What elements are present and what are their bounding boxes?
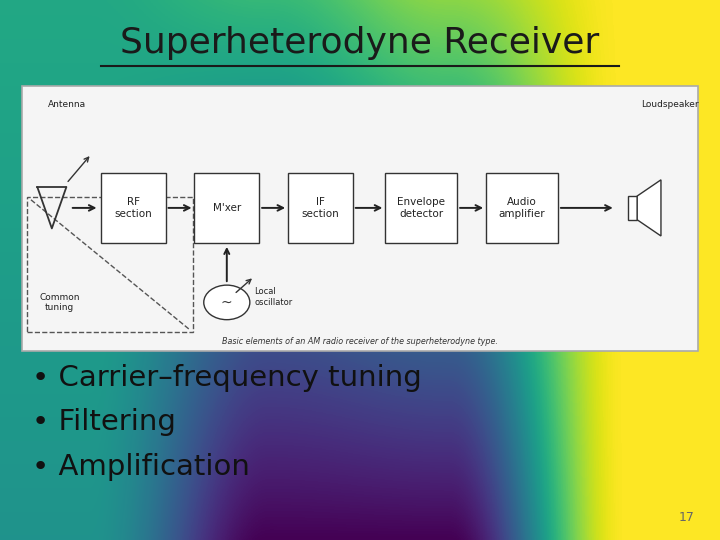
- FancyBboxPatch shape: [385, 173, 457, 243]
- FancyBboxPatch shape: [628, 196, 637, 220]
- Text: IF
section: IF section: [302, 197, 339, 219]
- Text: Basic elements of an AM radio receiver of the superheterodyne type.: Basic elements of an AM radio receiver o…: [222, 337, 498, 346]
- Text: • Filtering: • Filtering: [32, 408, 176, 436]
- FancyBboxPatch shape: [288, 173, 353, 243]
- Text: Superheterodyne Receiver: Superheterodyne Receiver: [120, 26, 600, 60]
- FancyBboxPatch shape: [101, 173, 166, 243]
- Text: RF
section: RF section: [114, 197, 152, 219]
- Text: Antenna: Antenna: [48, 100, 86, 109]
- Text: M'xer: M'xer: [212, 203, 241, 213]
- FancyBboxPatch shape: [194, 173, 259, 243]
- Text: Local
oscillator: Local oscillator: [254, 287, 292, 307]
- Text: • Amplification: • Amplification: [32, 453, 251, 481]
- Text: • Carrier–frequency tuning: • Carrier–frequency tuning: [32, 364, 422, 392]
- Text: ~: ~: [221, 295, 233, 309]
- FancyBboxPatch shape: [22, 86, 698, 351]
- Text: Loudspeaker: Loudspeaker: [641, 100, 698, 109]
- Text: 17: 17: [679, 511, 695, 524]
- Circle shape: [204, 285, 250, 320]
- FancyBboxPatch shape: [486, 173, 558, 243]
- Text: Common
tuning: Common tuning: [40, 293, 80, 312]
- Text: Envelope
detector: Envelope detector: [397, 197, 445, 219]
- Text: Audio
amplifier: Audio amplifier: [499, 197, 545, 219]
- Polygon shape: [637, 180, 661, 236]
